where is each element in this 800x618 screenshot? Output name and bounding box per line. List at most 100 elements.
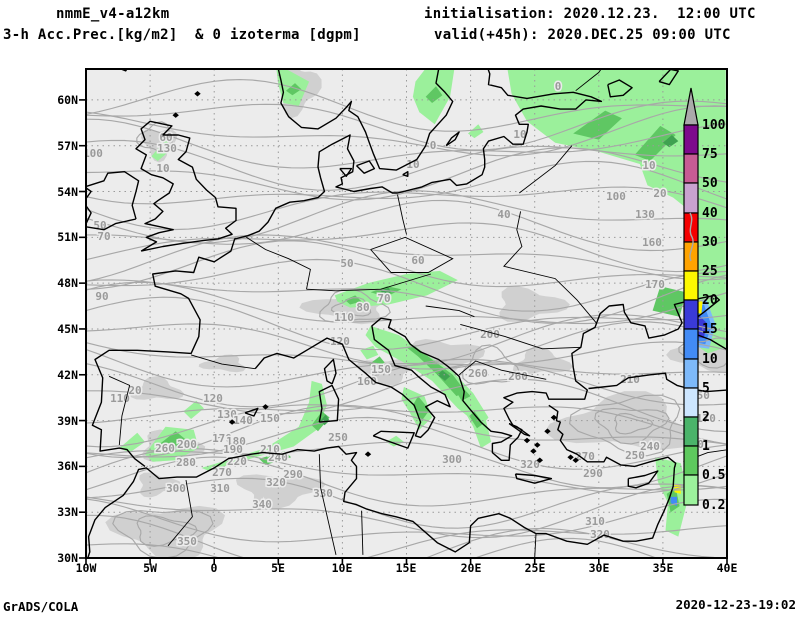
colorbar-segment (683, 241, 699, 272)
contour-label: 270 (575, 450, 595, 463)
contour-label: 0 (555, 80, 562, 93)
contour-label: 320 (266, 476, 286, 489)
contour-label: 200 (177, 438, 197, 451)
colorbar-segment (683, 328, 699, 360)
lon-axis-label: 10E (331, 561, 353, 575)
contour-label: 80 (356, 301, 369, 314)
contour-label: 310 (210, 482, 230, 495)
contour-label: 170 (645, 278, 665, 291)
lon-axis-label: 5E (271, 561, 285, 575)
colorbar-label: 2 (702, 410, 710, 425)
init-time-label: initialisation: 2020.12.23. 12:00 UTC (424, 6, 756, 22)
colorbar-label: 15 (702, 322, 718, 337)
contour-label: 20 (653, 187, 666, 200)
contour-label: 210 (620, 373, 640, 386)
lon-axis-label: 30E (588, 561, 610, 575)
contour-label: 20 (128, 384, 141, 397)
lon-axis-label: 10W (75, 561, 97, 575)
lat-axis-label: 36N (57, 459, 78, 473)
contour-label: 270 (212, 466, 232, 479)
contour-label: 130 (635, 208, 655, 221)
colorbar-label: 25 (702, 264, 718, 279)
colorbar-segment (683, 124, 699, 155)
contour-label: 140 (233, 414, 253, 427)
colorbar-overlap-contour (689, 212, 694, 262)
contour-label: 70 (377, 292, 390, 305)
contour-label: 240 (640, 440, 660, 453)
colorbar-segment (683, 474, 699, 506)
contour-label: 260 (468, 367, 488, 380)
contour-label: 0 (430, 139, 437, 152)
grads-credit: GrADS/COLA (3, 599, 79, 614)
model-name: nmmE_v4-a12km (56, 6, 170, 22)
contour-label: 100 (83, 147, 103, 160)
contour-label: 320 (520, 458, 540, 471)
lat-axis-label: 45N (57, 322, 78, 336)
lat-axis-label: 42N (57, 368, 78, 382)
contour-label: 250 (328, 431, 348, 444)
contour-label: 130 (217, 408, 237, 421)
contour-label: 190 (223, 443, 243, 456)
lon-axis-label: 25E (524, 561, 546, 575)
colorbar-segment (683, 416, 699, 447)
contour-label: 10 (406, 158, 419, 171)
colorbar-segment (683, 182, 699, 214)
colorbar-label: 50 (702, 176, 718, 191)
lat-axis-label: 60N (57, 93, 78, 107)
contour-label: 180 (226, 435, 246, 448)
contour-label: 40 (497, 208, 510, 221)
lat-axis-label: 51N (57, 230, 78, 244)
lon-axis-label: 40E (716, 561, 738, 575)
field-title: 3-h Acc.Prec.[kg/m2] & 0 izoterma [dgpm] (3, 27, 361, 43)
contour-label: 310 (585, 515, 605, 528)
lat-axis-label: 39N (57, 414, 78, 428)
contour-label: 170 (696, 412, 716, 425)
contour-label: 10 (642, 159, 655, 172)
contour-label: 160 (642, 236, 662, 249)
colorbar-label: 5 (702, 381, 710, 396)
contour-label: 150 (371, 363, 391, 376)
colorbar-label: 100 (702, 118, 726, 133)
colorbar: 100 75 50 40 30 25 20 15 10 5 2 1 0.5 0.… (683, 87, 726, 513)
contour-label: 350 (177, 535, 197, 548)
contour-label: 130 (157, 142, 177, 155)
valid-time-label: valid(+45h): 2020.DEC.25 09:00 UTC (434, 27, 731, 43)
contour-label: 170 (212, 432, 232, 445)
colorbar-segment (683, 270, 699, 301)
contour-label: 10 (156, 162, 169, 175)
country-border-layer (108, 69, 727, 558)
contour-label: 300 (442, 453, 462, 466)
contour-label: 280 (176, 456, 196, 469)
contour-label: 290 (283, 468, 303, 481)
contour-label: 290 (583, 467, 603, 480)
colorbar-segment (683, 358, 699, 389)
colorbar-segment (683, 445, 699, 476)
render-timestamp: 2020-12-23-19:02 (675, 597, 796, 612)
colorbar-label: 20 (702, 293, 718, 308)
isoline-contour-layer (86, 79, 727, 558)
colorbar-segment (683, 153, 699, 184)
lat-axis-label: 33N (57, 505, 78, 519)
contour-label: 110 (110, 392, 130, 405)
contour-label: 340 (252, 498, 272, 511)
lat-axis-label: 48N (57, 276, 78, 290)
contour-label: 300 (166, 482, 186, 495)
contour-label: 90 (95, 290, 108, 303)
contour-label: 120 (203, 392, 223, 405)
colorbar-segment (683, 387, 699, 418)
contour-label: 60 (411, 254, 424, 267)
colorbar-label: 10 (702, 352, 718, 367)
lat-axis-label: 54N (57, 185, 78, 199)
colorbar-label: 0.5 (702, 468, 725, 483)
contour-label: 70 (97, 230, 110, 243)
graticule-layer (86, 69, 727, 558)
contour-label: 50 (340, 257, 353, 270)
contour-label: 250 (625, 449, 645, 462)
contour-label: 120 (330, 335, 350, 348)
contour-label: 330 (313, 487, 333, 500)
contour-label: 110 (334, 311, 354, 324)
colorbar-label: 30 (702, 235, 718, 250)
axis-ticks (79, 99, 728, 565)
